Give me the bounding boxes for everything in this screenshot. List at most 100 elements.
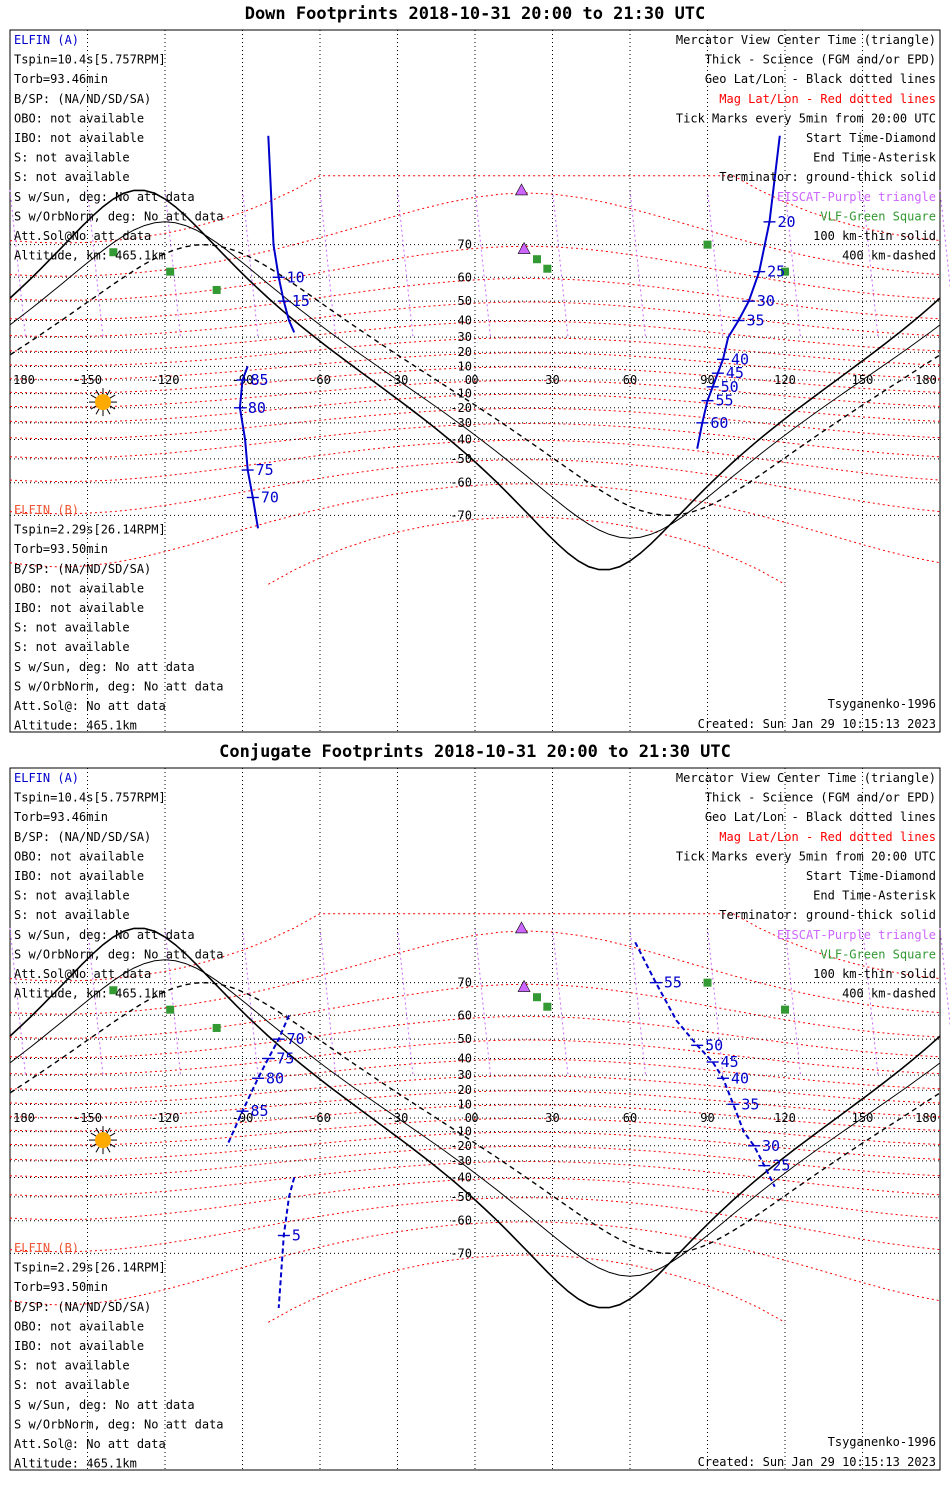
info-text: Thick - Science (FGM and/or EPD) <box>705 791 936 805</box>
lat-label: 60 <box>458 270 472 284</box>
tick-label: 40 <box>731 350 749 368</box>
mag-lat-line <box>9 439 941 483</box>
info-text: Tspin=10.4s[5.757RPM] <box>14 53 166 67</box>
lat-label: -10 <box>450 387 472 401</box>
info-text: Mercator View Center Time (triangle) <box>676 771 936 785</box>
info-text: S w/Sun, deg: No att data <box>14 190 195 204</box>
info-text: Altitude: 465.1km <box>14 1457 137 1471</box>
info-text: ELFIN (A) <box>14 771 79 785</box>
footprint-track <box>696 135 781 449</box>
tick-label: 25 <box>767 263 785 281</box>
mag-lat-line <box>9 1160 941 1197</box>
lon-label: 90 <box>700 1111 714 1125</box>
tick-label: 80 <box>266 1069 284 1087</box>
info-text: End Time-Asterisk <box>813 151 937 165</box>
info-text: 400 km-dashed <box>842 249 936 263</box>
sun-icon <box>95 1132 111 1149</box>
tick-label: 5 <box>292 1227 301 1245</box>
tick-label: 25 <box>772 1157 790 1175</box>
vlf-station <box>781 1005 789 1014</box>
info-text: EISCAT-Purple triangle <box>777 190 936 204</box>
vlf-station <box>533 993 541 1002</box>
vlf-station <box>166 1005 175 1014</box>
info-text: B/SP: (NA/ND/SD/SA) <box>14 92 151 106</box>
info-text: Mercator View Center Time (triangle) <box>676 33 936 47</box>
vlf-station <box>543 1002 552 1011</box>
mag-lat-line <box>9 1197 941 1253</box>
mag-lon-line <box>939 189 950 290</box>
footprint-track <box>277 1177 296 1309</box>
lat-label: -40 <box>450 433 472 447</box>
terminator-line <box>9 243 941 517</box>
info-text: Terminator: ground-thick solid <box>719 908 936 922</box>
info-text: B/SP: (NA/ND/SD/SA) <box>14 830 151 844</box>
tick-label: 55 <box>664 974 682 992</box>
info-text: Mag Lat/Lon - Red dotted lines <box>719 830 936 844</box>
info-text: EISCAT-Purple triangle <box>777 928 936 942</box>
info-text: S: not available <box>14 1378 130 1392</box>
tick-label: 85 <box>251 1102 269 1120</box>
lat-label: 70 <box>458 976 472 990</box>
vlf-station <box>166 267 175 276</box>
terminator-line <box>9 189 941 571</box>
info-text: Tspin=2.29s[26.14RPM] <box>14 1261 166 1275</box>
lon-label: -90 <box>232 1111 254 1125</box>
info-text: Tick Marks every 5min from 20:00 UTC <box>676 111 936 125</box>
info-text: Att.Sol@No att data <box>14 967 151 981</box>
terminator-line <box>9 927 941 1309</box>
info-text: ELFIN (A) <box>14 33 79 47</box>
mag-lat-line <box>9 1221 941 1306</box>
info-text: S w/OrbNorm, deg: No att data <box>14 679 224 693</box>
info-text: S w/OrbNorm, deg: No att data <box>14 209 224 223</box>
tick-label: 30 <box>757 292 775 310</box>
sun-icon <box>95 394 111 411</box>
mag-lat-line <box>9 1090 941 1119</box>
info-text: S: not available <box>14 170 130 184</box>
tick-label: 10 <box>287 268 305 286</box>
lon-label: 0 <box>471 1111 478 1125</box>
mag-lat-line <box>9 301 941 338</box>
vlf-station <box>109 248 118 257</box>
terminator-line <box>9 221 941 539</box>
info-text: Altitude: 465.1km <box>14 719 137 733</box>
vlf-station <box>703 240 712 249</box>
info-text: Att.Sol@: No att data <box>14 1437 166 1451</box>
tick-label: 70 <box>287 1030 305 1048</box>
lat-label: 10 <box>458 1097 472 1111</box>
lon-label: -60 <box>309 1111 331 1125</box>
info-text: Thick - Science (FGM and/or EPD) <box>705 53 936 67</box>
panel-title: Conjugate Footprints 2018-10-31 20:00 to… <box>219 742 731 762</box>
lon-label: 180 <box>13 373 35 387</box>
lat-label: -70 <box>450 508 472 522</box>
lat-label: -60 <box>450 1214 472 1228</box>
terminator-line <box>9 959 941 1277</box>
info-text: S: not available <box>14 1359 130 1373</box>
info-text: S w/OrbNorm, deg: No att data <box>14 947 224 961</box>
info-text: B/SP: (NA/ND/SD/SA) <box>14 1300 151 1314</box>
info-text: Torb=93.46min <box>14 72 108 86</box>
lat-label: 60 <box>458 1008 472 1022</box>
lat-label: 30 <box>458 330 472 344</box>
lon-label: -120 <box>151 373 180 387</box>
mag-lat-line <box>9 422 941 459</box>
vlf-station <box>212 1023 221 1032</box>
lat-label: -60 <box>450 476 472 490</box>
eiscat-station <box>517 979 531 992</box>
tick-label: 40 <box>731 1069 749 1087</box>
info-text: Torb=93.50min <box>14 1280 108 1294</box>
info-text: IBO: not available <box>14 131 144 145</box>
info-text: Torb=93.46min <box>14 810 108 824</box>
info-text: VLF-Green Square <box>820 209 936 223</box>
panel-title: Down Footprints 2018-10-31 20:00 to 21:3… <box>244 4 706 24</box>
eiscat-station <box>514 921 529 934</box>
info-text: OBO: not available <box>14 849 144 863</box>
mag-lat-line <box>9 459 941 515</box>
created-label: Created: Sun Jan 29 10:15:13 2023 <box>698 1455 936 1469</box>
tick-label: 55 <box>716 392 734 410</box>
mag-lat-line <box>9 1015 941 1059</box>
vlf-station <box>212 285 221 294</box>
info-text: Mag Lat/Lon - Red dotted lines <box>719 92 936 106</box>
info-text: IBO: not available <box>14 1339 144 1353</box>
lon-label: 180 <box>915 373 937 387</box>
lon-label: 120 <box>774 373 796 387</box>
